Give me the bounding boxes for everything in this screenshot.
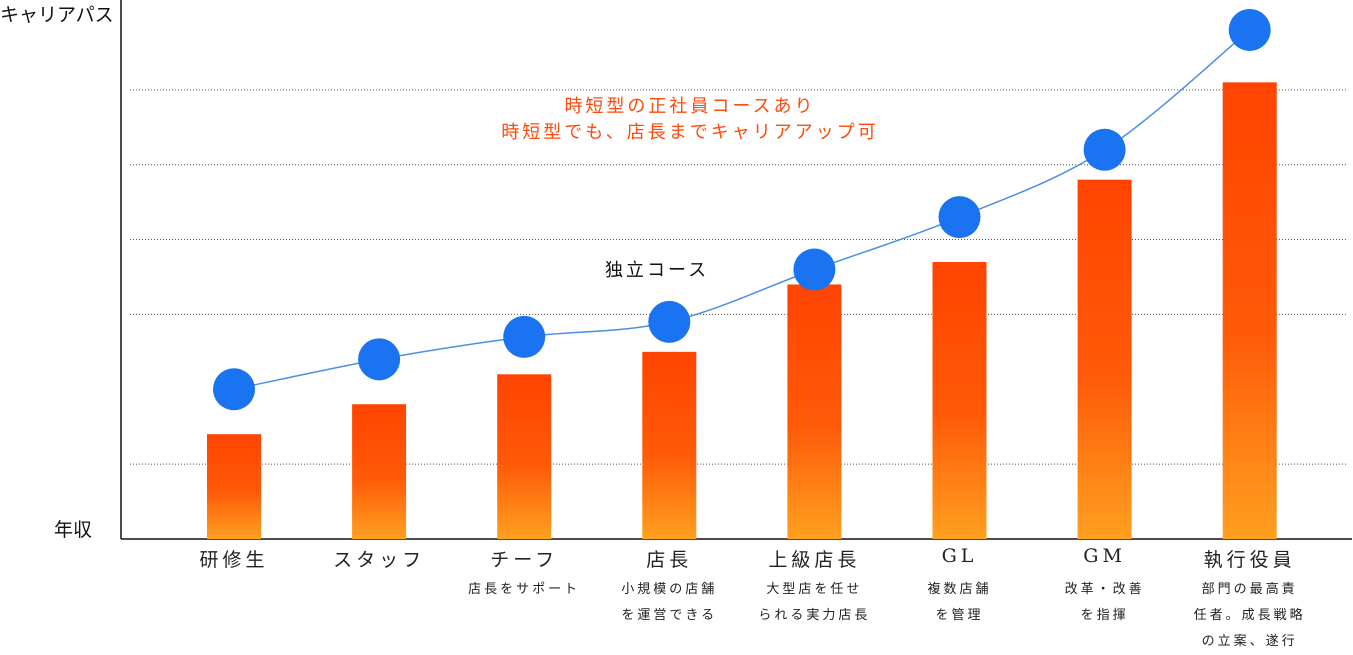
annotation-course: 独立コース <box>605 260 710 281</box>
x-tick-label: 研修生 <box>199 549 269 571</box>
marker-2 <box>358 338 401 381</box>
x-tick-description: 部門の最高責 任者。成長戦略 の立案、遂行 <box>1193 582 1306 649</box>
bar-2 <box>352 404 407 539</box>
x-tick-label: 店長 <box>646 549 693 571</box>
x-tick-label: 上級店長 <box>768 549 861 571</box>
bar-5 <box>787 284 842 539</box>
x-tick-label: GM <box>1083 545 1126 567</box>
y-axis-label-bottom: 年収 <box>54 519 93 541</box>
marker-6 <box>938 196 981 239</box>
x-tick-label: GL <box>941 545 978 567</box>
x-tick-description: 店長をサポート <box>468 582 581 597</box>
x-tick-description: 大型店を任せ られる実力店長 <box>758 582 871 623</box>
marker-3 <box>503 315 546 358</box>
bar-1 <box>207 434 261 539</box>
x-tick-description: 小規模の店舗 を運営できる <box>621 582 718 623</box>
bar-8 <box>1222 82 1277 539</box>
bar-7 <box>1077 179 1132 539</box>
marker-5 <box>793 248 836 291</box>
bar-4 <box>642 351 697 539</box>
x-tick-label: チーフ <box>490 549 559 571</box>
marker-4 <box>648 300 691 343</box>
annotation-note-line-1: 時短型の正社員コースあり <box>564 96 816 117</box>
marker-7 <box>1083 128 1126 171</box>
x-tick-description: 改革・改善 を指揮 <box>1064 582 1145 623</box>
x-tick-description: 複数店舗 を管理 <box>927 582 992 623</box>
annotation-note-line-2: 時短型でも、店長までキャリアアップ可 <box>501 122 879 143</box>
marker-8 <box>1228 8 1271 51</box>
y-axis-label-top: キャリアパス <box>0 4 114 26</box>
x-tick-label: スタッフ <box>333 549 426 571</box>
marker-1 <box>213 368 255 411</box>
bar-6 <box>932 262 987 539</box>
bars <box>207 82 1277 539</box>
bar-3 <box>497 374 552 539</box>
x-tick-label: 執行役員 <box>1203 549 1296 571</box>
markers <box>213 8 1271 411</box>
annotation-note: 時短型の正社員コースあり 時短型でも、店長までキャリアアップ可 <box>470 94 910 146</box>
